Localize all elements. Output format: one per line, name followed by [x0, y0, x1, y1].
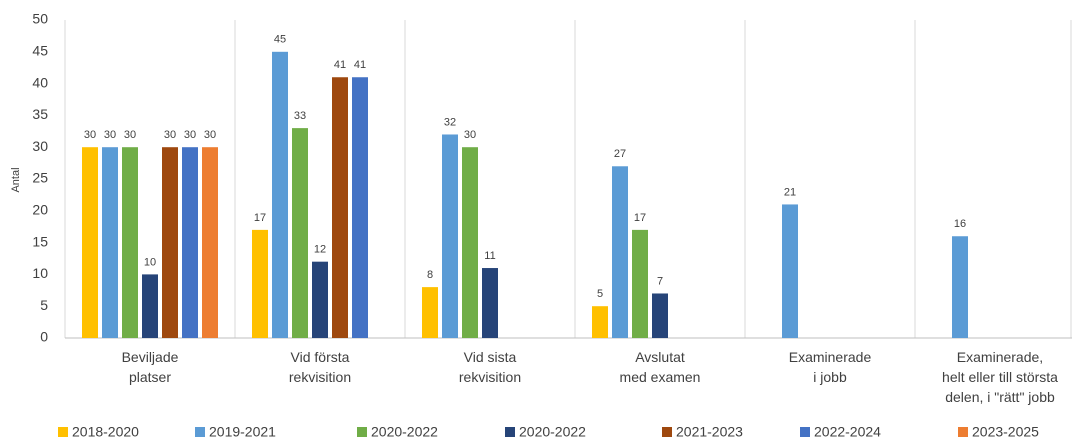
y-tick-label: 0 — [40, 329, 48, 345]
legend-swatch — [357, 427, 367, 437]
legend-label: 2020-2022 — [519, 424, 586, 440]
bar — [122, 147, 138, 338]
data-label: 10 — [144, 256, 156, 268]
data-label: 45 — [274, 34, 286, 46]
data-label: 8 — [427, 269, 433, 281]
bar — [422, 287, 438, 338]
y-tick-label: 30 — [32, 138, 48, 154]
bar — [612, 166, 628, 338]
x-tick-label-line: med examen — [620, 369, 701, 385]
y-tick-label: 10 — [32, 265, 48, 281]
x-tick-label-line: Vid första — [291, 349, 350, 365]
data-label: 27 — [614, 148, 626, 160]
bar — [162, 147, 178, 338]
bar — [332, 77, 348, 339]
y-tick-label: 20 — [32, 202, 48, 218]
legend-swatch — [505, 427, 515, 437]
y-tick-label: 35 — [32, 106, 48, 122]
x-tick-label: Avslutat med examen — [620, 349, 701, 385]
data-label: 41 — [334, 59, 346, 71]
data-label: 30 — [164, 129, 176, 141]
x-tick-label-line: delen, i "rätt" jobb — [945, 389, 1055, 405]
y-tick-label: 40 — [32, 74, 48, 90]
bar — [632, 229, 648, 338]
x-tick-label-line: Vid sista — [464, 349, 517, 365]
data-label: 5 — [597, 288, 603, 300]
x-tick-label: Examinerade, helt eller till största delen… — [942, 349, 1058, 405]
bar — [102, 147, 118, 338]
data-label: 12 — [314, 244, 326, 256]
y-axis-label: Antal — [10, 167, 22, 192]
data-label: 41 — [354, 59, 366, 71]
legend-swatch — [195, 427, 205, 437]
x-tick-label-line: Examinerade, — [957, 349, 1043, 365]
legend-label: 2023-2025 — [972, 424, 1039, 440]
data-label: 33 — [294, 110, 306, 122]
data-label: 30 — [104, 129, 116, 141]
legend-swatch — [800, 427, 810, 437]
bar — [312, 261, 328, 338]
x-tick-label: Examinerade i jobb — [789, 349, 872, 385]
bar — [782, 204, 798, 338]
x-tick-label: Beviljade platser — [122, 349, 179, 385]
data-label: 7 — [657, 275, 663, 287]
y-tick-label: 15 — [32, 233, 48, 249]
legend-label: 2021-2023 — [676, 424, 743, 440]
bar — [442, 134, 458, 338]
y-tick-label: 25 — [32, 170, 48, 186]
bar — [462, 147, 478, 338]
legend-swatch — [58, 427, 68, 437]
data-label: 30 — [204, 129, 216, 141]
bar — [202, 147, 218, 338]
bar — [952, 236, 968, 338]
bar — [352, 77, 368, 339]
y-tick-label: 5 — [40, 297, 48, 313]
bar — [592, 306, 608, 338]
data-label: 11 — [484, 250, 495, 262]
x-tick-label-line: Beviljade — [122, 349, 179, 365]
x-tick-label-line: rekvisition — [459, 369, 521, 385]
y-tick-label: 45 — [32, 43, 48, 59]
x-tick-label: Vid första rekvisition — [289, 349, 351, 385]
x-tick-label-line: Avslutat — [635, 349, 685, 365]
legend-label: 2019-2021 — [209, 424, 276, 440]
x-tick-label-line: rekvisition — [289, 369, 351, 385]
bar — [482, 268, 498, 338]
data-label: 21 — [784, 186, 796, 198]
bar — [292, 128, 308, 338]
bar — [652, 293, 668, 338]
data-label: 32 — [444, 116, 456, 128]
x-tick-label-line: Examinerade — [789, 349, 872, 365]
data-label: 30 — [464, 129, 476, 141]
data-label: 16 — [954, 218, 966, 230]
legend-label: 2018-2020 — [72, 424, 139, 440]
x-tick-label: Vid sista rekvisition — [459, 349, 521, 385]
data-label: 30 — [184, 129, 196, 141]
bar — [182, 147, 198, 338]
bar — [252, 229, 268, 338]
legend-label: 2020-2022 — [371, 424, 438, 440]
x-tick-label-line: platser — [129, 369, 171, 385]
bar — [142, 274, 158, 338]
bar — [82, 147, 98, 338]
legend-swatch — [662, 427, 672, 437]
data-label: 30 — [84, 129, 96, 141]
data-label: 30 — [124, 129, 136, 141]
data-label: 17 — [254, 212, 266, 224]
x-tick-label-line: i jobb — [813, 369, 847, 385]
y-tick-label: 50 — [32, 11, 48, 27]
x-tick-label-line: helt eller till största — [942, 369, 1058, 385]
legend-swatch — [958, 427, 968, 437]
legend-label: 2022-2024 — [814, 424, 881, 440]
bar — [272, 51, 288, 339]
data-label: 17 — [634, 212, 646, 224]
